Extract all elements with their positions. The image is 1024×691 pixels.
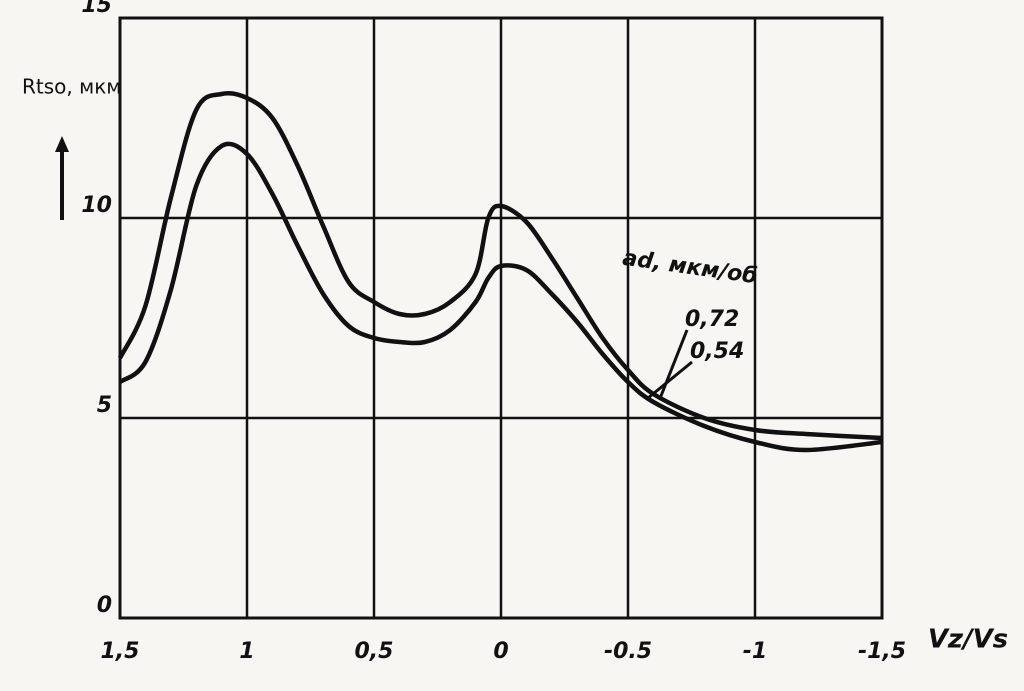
- y-tick-label: 15: [81, 0, 112, 18]
- legend-label: 0,54: [690, 339, 744, 364]
- y-axis-label: Rtso, мкм: [22, 75, 121, 99]
- x-tick-label: -0.5: [604, 639, 652, 664]
- y-arrow-head: [55, 136, 69, 152]
- legend-leader: [658, 329, 689, 401]
- y-tick-label: 5: [97, 393, 112, 418]
- x-tick-label: -1: [743, 639, 767, 664]
- x-tick-label: 0,5: [355, 639, 394, 664]
- series-line: [117, 90, 883, 441]
- x-axis-label: Vz/Vs: [928, 625, 1008, 655]
- legend-leader: [647, 360, 693, 400]
- legend-title: ad, мкм/об: [621, 246, 759, 290]
- plot-border: [118, 16, 884, 620]
- x-tick-label: -1,5: [858, 639, 906, 664]
- series-line: [118, 141, 883, 453]
- y-tick-label: 10: [81, 193, 112, 218]
- y-tick-label: 0: [97, 593, 112, 618]
- x-tick-label: 0: [493, 639, 508, 664]
- legend-label: 0,72: [685, 307, 739, 332]
- x-tick-label: 1: [239, 639, 254, 664]
- x-tick-label: 1,5: [101, 639, 140, 664]
